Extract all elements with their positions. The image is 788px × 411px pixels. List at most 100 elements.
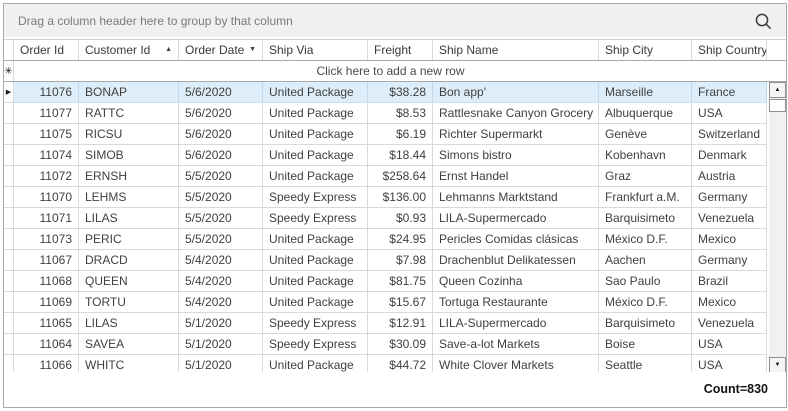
scroll-down-button[interactable]: ▼ [769,357,786,372]
cell-ship-country[interactable]: Venezuela [692,313,767,334]
cell-customer-id[interactable]: LILAS [79,313,179,334]
cell-ship-via[interactable]: United Package [263,82,368,103]
cell-customer-id[interactable]: DRACD [79,250,179,271]
column-header-ship-via[interactable]: Ship Via [263,40,368,60]
cell-freight[interactable]: $81.75 [368,271,433,292]
cell-ship-name[interactable]: LILA-Supermercado [433,313,599,334]
table-row[interactable]: 11073 PERIC 5/5/2020 United Package $24.95 Pe… [4,229,786,250]
cell-ship-via[interactable]: Speedy Express [263,313,368,334]
cell-ship-country[interactable]: Brazil [692,271,767,292]
cell-order-date[interactable]: 5/4/2020 [179,250,263,271]
cell-order-id[interactable]: 11077 [14,103,79,124]
cell-freight[interactable]: $136.00 [368,187,433,208]
table-row[interactable]: 11071 LILAS 5/5/2020 Speedy Express $0.93 LIL… [4,208,786,229]
cell-ship-country[interactable]: Austria [692,166,767,187]
cell-order-id[interactable]: 11070 [14,187,79,208]
cell-customer-id[interactable]: LEHMS [79,187,179,208]
cell-order-id[interactable]: 11064 [14,334,79,355]
cell-order-date[interactable]: 5/6/2020 [179,82,263,103]
cell-ship-via[interactable]: Speedy Express [263,187,368,208]
vertical-scrollbar[interactable]: ▲ ▼ [769,82,786,372]
filter-dropdown-icon[interactable]: ▼ [249,46,256,53]
cell-ship-city[interactable]: Kobenhavn [599,145,692,166]
cell-ship-via[interactable]: United Package [263,103,368,124]
table-row[interactable]: 11077 RATTC 5/6/2020 United Package $8.53 Rat… [4,103,786,124]
cell-order-date[interactable]: 5/6/2020 [179,103,263,124]
cell-ship-name[interactable]: Ernst Handel [433,166,599,187]
cell-freight[interactable]: $15.67 [368,292,433,313]
cell-freight[interactable]: $12.91 [368,313,433,334]
cell-customer-id[interactable]: RATTC [79,103,179,124]
group-by-drop-area[interactable]: Drag a column header here to group by th… [4,4,786,37]
cell-ship-city[interactable]: Seattle [599,355,692,372]
cell-ship-country[interactable]: Mexico [692,292,767,313]
cell-ship-city[interactable]: Marseille [599,82,692,103]
scrollbar-thumb[interactable] [769,99,786,112]
cell-customer-id[interactable]: ERNSH [79,166,179,187]
cell-ship-city[interactable]: Barquisimeto [599,208,692,229]
cell-ship-name[interactable]: Bon app' [433,82,599,103]
table-row[interactable]: ▶ 11076 BONAP 5/6/2020 United Package $38.28 B… [4,82,786,103]
table-row[interactable]: 11067 DRACD 5/4/2020 United Package $7.98 Dra… [4,250,786,271]
add-new-row[interactable]: ✳ Click here to add a new row [4,61,786,82]
cell-ship-city[interactable]: México D.F. [599,292,692,313]
cell-freight[interactable]: $7.98 [368,250,433,271]
table-row[interactable]: 11069 TORTU 5/4/2020 United Package $15.67 To… [4,292,786,313]
table-row[interactable]: 11072 ERNSH 5/5/2020 United Package $258.64 E… [4,166,786,187]
search-button[interactable] [752,10,774,32]
cell-customer-id[interactable]: WHITC [79,355,179,372]
column-header-order-date[interactable]: Order Date ▼ [179,40,263,60]
cell-freight[interactable]: $38.28 [368,82,433,103]
cell-ship-country[interactable]: USA [692,355,767,372]
cell-order-date[interactable]: 5/5/2020 [179,208,263,229]
cell-ship-via[interactable]: United Package [263,124,368,145]
cell-order-id[interactable]: 11069 [14,292,79,313]
column-header-ship-name[interactable]: Ship Name [433,40,599,60]
column-header-freight[interactable]: Freight [368,40,433,60]
table-row[interactable]: 11074 SIMOB 5/6/2020 United Package $18.44 Si… [4,145,786,166]
cell-ship-via[interactable]: United Package [263,166,368,187]
cell-order-date[interactable]: 5/1/2020 [179,313,263,334]
cell-ship-country[interactable]: Switzerland [692,124,767,145]
cell-order-id[interactable]: 11072 [14,166,79,187]
cell-order-date[interactable]: 5/6/2020 [179,145,263,166]
table-row[interactable]: 11065 LILAS 5/1/2020 Speedy Express $12.91 LI… [4,313,786,334]
cell-ship-name[interactable]: Lehmanns Marktstand [433,187,599,208]
cell-order-date[interactable]: 5/6/2020 [179,124,263,145]
cell-ship-country[interactable]: Venezuela [692,208,767,229]
cell-freight[interactable]: $24.95 [368,229,433,250]
cell-customer-id[interactable]: SAVEA [79,334,179,355]
cell-ship-country[interactable]: Germany [692,187,767,208]
cell-ship-name[interactable]: White Clover Markets [433,355,599,372]
cell-customer-id[interactable]: SIMOB [79,145,179,166]
cell-ship-via[interactable]: United Package [263,145,368,166]
cell-ship-via[interactable]: United Package [263,250,368,271]
cell-ship-name[interactable]: Rattlesnake Canyon Grocery [433,103,599,124]
column-header-order-id[interactable]: Order Id [14,40,79,60]
cell-ship-via[interactable]: United Package [263,355,368,372]
cell-ship-name[interactable]: Save-a-lot Markets [433,334,599,355]
cell-order-date[interactable]: 5/4/2020 [179,292,263,313]
cell-ship-country[interactable]: Mexico [692,229,767,250]
scroll-up-button[interactable]: ▲ [769,82,786,98]
cell-ship-city[interactable]: Graz [599,166,692,187]
cell-ship-city[interactable]: Albuquerque [599,103,692,124]
table-row[interactable]: 11064 SAVEA 5/1/2020 Speedy Express $30.09 Sa… [4,334,786,355]
table-row[interactable]: 11075 RICSU 5/6/2020 United Package $6.19 Ric… [4,124,786,145]
cell-ship-country[interactable]: Denmark [692,145,767,166]
cell-freight[interactable]: $30.09 [368,334,433,355]
cell-ship-city[interactable]: Barquisimeto [599,313,692,334]
cell-ship-country[interactable]: France [692,82,767,103]
cell-order-date[interactable]: 5/1/2020 [179,355,263,372]
cell-ship-name[interactable]: Tortuga Restaurante [433,292,599,313]
cell-order-id[interactable]: 11075 [14,124,79,145]
cell-order-id[interactable]: 11065 [14,313,79,334]
cell-customer-id[interactable]: BONAP [79,82,179,103]
cell-order-id[interactable]: 11076 [14,82,79,103]
cell-customer-id[interactable]: QUEEN [79,271,179,292]
cell-ship-city[interactable]: Frankfurt a.M. [599,187,692,208]
column-header-ship-city[interactable]: Ship City [599,40,692,60]
cell-ship-via[interactable]: United Package [263,292,368,313]
cell-ship-name[interactable]: Drachenblut Delikatessen [433,250,599,271]
cell-ship-via[interactable]: Speedy Express [263,208,368,229]
